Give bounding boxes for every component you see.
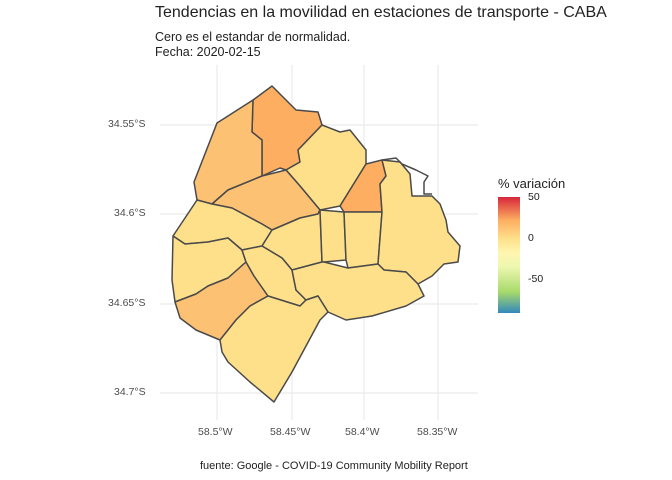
- map-subtitle: Cero es el estandar de normalidad.: [155, 30, 351, 44]
- legend-tick-0: 0: [528, 232, 534, 244]
- comuna-lugano: [219, 295, 329, 403]
- lat-label-3455: 34.55°S: [108, 118, 146, 130]
- legend-title: % variación: [498, 176, 566, 191]
- comuna-almagro: [319, 209, 347, 263]
- source-caption: fuente: Google - COVID-19 Community Mobi…: [200, 460, 468, 472]
- lon-label-584: 58.4°W: [345, 426, 380, 438]
- lat-label-347: 34.7°S: [114, 386, 146, 398]
- lon-label-5835: 58.35°W: [417, 426, 458, 438]
- lon-label-585: 58.5°W: [198, 426, 233, 438]
- comuna-balvanera: [343, 211, 383, 269]
- comuna-centro: [377, 159, 461, 285]
- lat-label-3465: 34.65°S: [108, 297, 146, 309]
- legend-tick-minus50: -50: [528, 273, 544, 285]
- map-date: Fecha: 2020-02-15: [155, 45, 261, 59]
- legend-tick-50: 50: [528, 191, 540, 203]
- lon-label-5845: 58.45°W: [270, 426, 311, 438]
- comunas: [171, 85, 461, 403]
- map-title: Tendencias en la movilidad en estaciones…: [155, 4, 607, 21]
- costanera: [381, 157, 432, 195]
- comuna-palermo: [285, 124, 367, 211]
- legend-colorbar: [498, 197, 520, 313]
- lat-label-346: 34.6°S: [114, 207, 146, 219]
